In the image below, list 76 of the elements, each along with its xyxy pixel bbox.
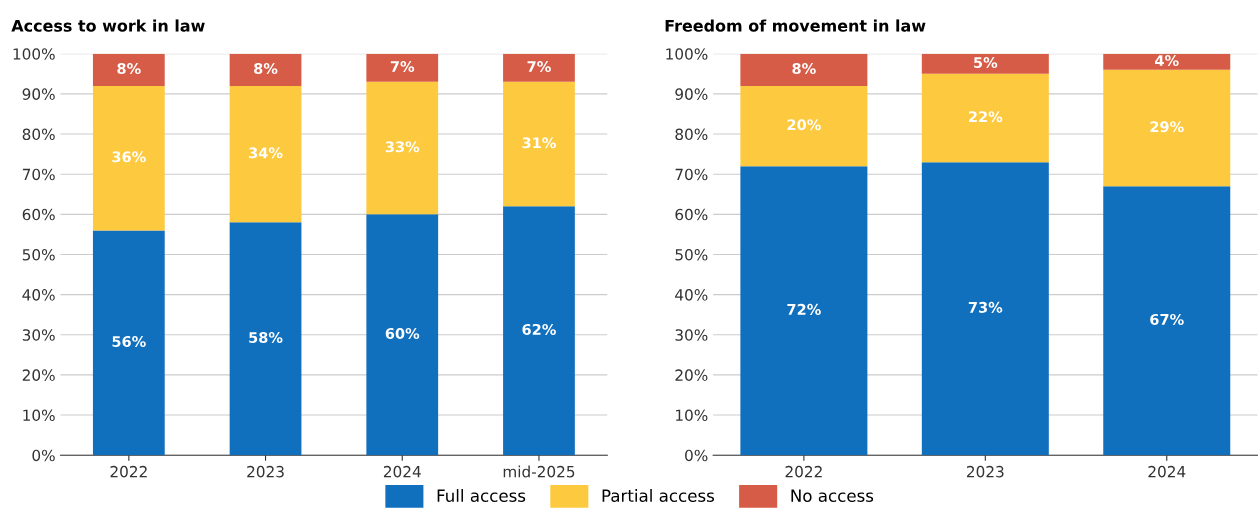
y-tick-label: 70% xyxy=(675,168,708,181)
bar xyxy=(229,85,302,223)
bar xyxy=(1103,186,1231,456)
data-label: 8% xyxy=(254,63,278,75)
bar xyxy=(92,85,165,231)
data-label: 56% xyxy=(112,335,146,348)
bar xyxy=(366,214,439,456)
y-tick-label: 50% xyxy=(22,248,55,261)
legend-label: Full access xyxy=(437,489,526,502)
data-label: 5% xyxy=(974,57,998,69)
y-tick-label: 70% xyxy=(22,168,55,181)
x-tick-label: 2024 xyxy=(1148,465,1186,478)
bar xyxy=(229,53,302,86)
y-tick-label: 60% xyxy=(675,208,708,221)
y-tick-label: 20% xyxy=(675,369,708,381)
y-tick-label: 0% xyxy=(685,449,708,462)
bar xyxy=(740,53,868,86)
bar xyxy=(503,206,575,456)
data-label: 8% xyxy=(792,63,816,75)
data-label: 29% xyxy=(1150,121,1184,133)
x-tick-label: 2024 xyxy=(383,465,421,478)
data-label: 73% xyxy=(968,301,1003,313)
data-label: 31% xyxy=(522,137,556,149)
bar xyxy=(921,73,1049,163)
bar xyxy=(1103,53,1231,70)
bar xyxy=(921,53,1049,74)
bar xyxy=(92,230,165,456)
x-tick-label: 2022 xyxy=(785,465,822,478)
x-tick-label: 2023 xyxy=(967,465,1004,478)
data-label: 7% xyxy=(527,61,551,73)
y-tick-label: 60% xyxy=(22,208,55,221)
y-tick-label: 40% xyxy=(675,289,708,301)
data-label: 36% xyxy=(112,151,146,163)
bar xyxy=(366,53,439,82)
x-tick-label: 2022 xyxy=(110,465,147,478)
legend-label: Partial access xyxy=(602,489,715,502)
y-tick-label: 90% xyxy=(675,88,708,100)
chart-title: Access to work in law xyxy=(11,19,205,32)
data-label: 33% xyxy=(385,141,420,153)
bar xyxy=(921,162,1049,456)
data-label: 7% xyxy=(390,61,415,73)
bar xyxy=(1103,69,1231,187)
data-label: 72% xyxy=(787,303,821,315)
data-label: 62% xyxy=(522,323,556,335)
y-tick-label: 80% xyxy=(675,128,708,141)
bar xyxy=(92,53,165,86)
y-tick-label: 40% xyxy=(22,289,55,301)
y-tick-label: 10% xyxy=(676,409,708,422)
data-label: 4% xyxy=(1155,54,1179,67)
y-tick-label: 10% xyxy=(23,409,55,422)
y-tick-label: 30% xyxy=(22,329,55,341)
data-label: 20% xyxy=(787,119,821,131)
bar xyxy=(740,85,868,167)
bar xyxy=(503,81,575,207)
data-label: 34% xyxy=(249,147,283,159)
data-label: 8% xyxy=(117,63,141,75)
y-tick-label: 30% xyxy=(675,329,708,341)
legend-label: No access xyxy=(791,489,874,502)
y-tick-label: 0% xyxy=(32,449,55,462)
y-tick-label: 90% xyxy=(22,88,55,100)
y-tick-label: 100% xyxy=(13,48,55,60)
bar xyxy=(503,53,575,82)
data-label: 22% xyxy=(969,111,1003,123)
y-tick-label: 100% xyxy=(666,48,708,60)
y-tick-label: 20% xyxy=(22,369,55,381)
data-label: 60% xyxy=(385,327,420,339)
chart-title: Freedom of movement in law xyxy=(665,19,926,32)
data-label: 67% xyxy=(1150,313,1184,325)
bar xyxy=(366,81,439,215)
y-tick-label: 80% xyxy=(22,128,55,141)
data-label: 58% xyxy=(249,331,283,343)
y-tick-label: 50% xyxy=(675,248,708,261)
x-tick-label: mid-2025 xyxy=(503,465,575,478)
x-tick-label: 2023 xyxy=(247,465,284,478)
bar xyxy=(229,222,302,456)
bar xyxy=(740,166,868,456)
